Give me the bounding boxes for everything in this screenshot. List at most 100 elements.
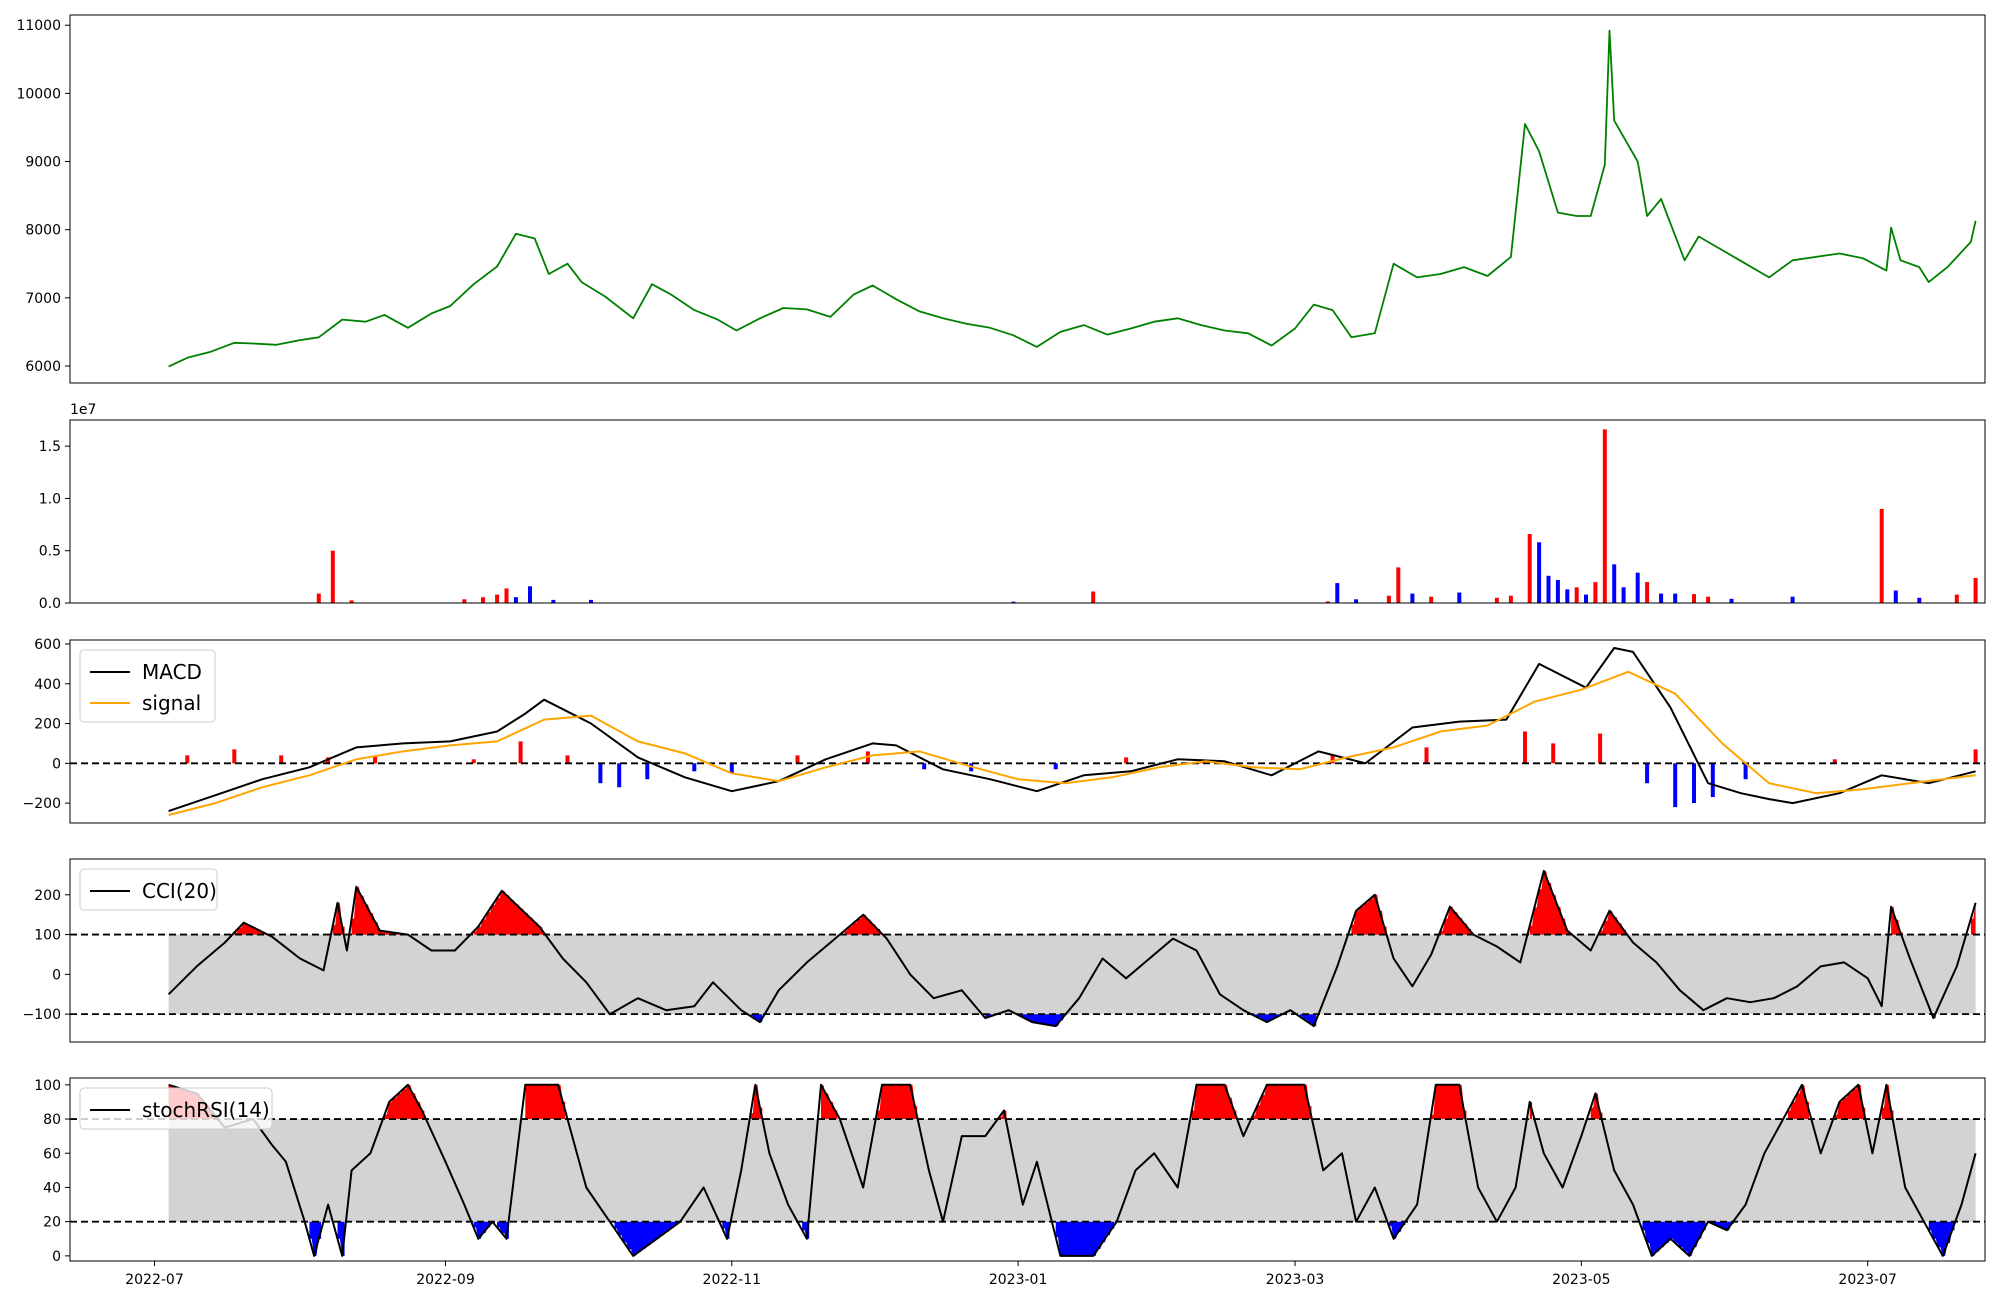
- macd-histogram-bar: [1523, 731, 1527, 764]
- volume-bar: [1457, 592, 1462, 603]
- macd-histogram-bar: [795, 755, 800, 764]
- overbought-fill: [1431, 1084, 1467, 1119]
- y-tick-label: 100: [34, 928, 61, 944]
- volume-bar: [528, 586, 532, 603]
- y-tick-label: −100: [23, 1007, 61, 1023]
- macd-histogram-bar: [1692, 763, 1696, 804]
- y-tick-label: 40: [43, 1180, 61, 1196]
- overbought-fill: [525, 1084, 566, 1119]
- price-line: [168, 29, 1977, 368]
- macd-histogram-bar: [1053, 763, 1058, 770]
- volume-bar: [1584, 594, 1588, 603]
- overbought-fill: [1440, 906, 1471, 935]
- axes-frame: [69, 14, 1986, 384]
- y-tick-label: 0: [52, 967, 61, 983]
- y-tick-label: 200: [34, 717, 61, 733]
- oversold-fill: [750, 1014, 763, 1023]
- signal-line: [168, 670, 1976, 816]
- volume-bar: [1790, 596, 1795, 603]
- macd-histogram-bar: [922, 763, 927, 770]
- macd-histogram-bar: [1832, 759, 1837, 764]
- y-tick-label: 6000: [25, 359, 61, 375]
- legend-label: CCI(20): [142, 879, 217, 903]
- volume-bar: [1879, 508, 1884, 603]
- overbought-fill: [1970, 902, 1976, 935]
- macd-histogram-bar: [1330, 755, 1335, 764]
- legend-box: [79, 1087, 273, 1130]
- y-tick-label: 11000: [16, 18, 61, 34]
- legend-label: signal: [142, 691, 201, 715]
- macd-histogram-bar: [1551, 743, 1556, 764]
- overbought-fill: [877, 1084, 918, 1119]
- oversold-fill: [309, 1221, 322, 1256]
- axes-frame: [69, 419, 1986, 604]
- macd-histogram-bar: [518, 741, 523, 764]
- oversold-fill: [1642, 1221, 1706, 1256]
- volume-bar: [462, 599, 467, 603]
- x-tick-label: 2022-11: [703, 1272, 762, 1288]
- oversold-fill: [1018, 1014, 1068, 1027]
- volume-bar: [1612, 564, 1617, 603]
- oversold-fill: [497, 1221, 509, 1239]
- legend-box: [79, 868, 218, 911]
- macd-histogram-bar: [232, 749, 237, 764]
- volume-bar: [1555, 580, 1560, 603]
- volume-bar: [1574, 587, 1579, 603]
- x-tick-label: 2023-05: [1552, 1272, 1611, 1288]
- macd-line: [168, 647, 1976, 813]
- legend-label: stochRSI(14): [142, 1098, 270, 1122]
- macd-histogram-bar: [1673, 763, 1678, 808]
- macd-histogram-bar: [1973, 749, 1978, 764]
- oversold-fill: [1928, 1221, 1955, 1256]
- volume-bar: [513, 597, 518, 603]
- volume-bar: [1410, 593, 1415, 603]
- volume-bar: [1508, 595, 1513, 603]
- volume-bar: [1729, 598, 1734, 603]
- volume-bar: [1537, 542, 1542, 603]
- oversold-fill: [473, 1221, 491, 1239]
- x-tick-label: 2022-09: [416, 1272, 475, 1288]
- neutral-band: [168, 1119, 1976, 1222]
- volume-bar: [316, 593, 321, 603]
- y-tick-label: 0: [52, 1249, 61, 1265]
- macd-histogram-bar: [598, 763, 603, 784]
- volume-bar: [1917, 597, 1922, 603]
- volume-panel: 1e7 0.0 0.5 1.0 1.5: [39, 402, 1986, 612]
- macd-histogram-bar: [1710, 763, 1715, 798]
- overbought-fill: [750, 1084, 763, 1119]
- oversold-fill: [1299, 1014, 1317, 1027]
- volume-bar: [1386, 595, 1391, 603]
- volume-bar: [1546, 575, 1551, 603]
- volume-bar: [1396, 567, 1401, 603]
- date-axis: 2022-07 2022-09 2022-11 2023-01 2023-03 2023-…: [125, 1261, 1897, 1288]
- overbought-fill: [351, 886, 406, 935]
- y-tick-label: 20: [43, 1215, 61, 1231]
- overbought-fill: [1600, 910, 1626, 935]
- stochrsi-panel: stochRSI(14) 0 20 40 60 80 100: [34, 1077, 1986, 1265]
- axes-frame: [69, 1077, 1986, 1262]
- y-tick-label: 600: [34, 637, 61, 653]
- overbought-fill: [384, 1084, 425, 1119]
- x-tick-label: 2023-07: [1838, 1272, 1897, 1288]
- volume-bar: [504, 588, 509, 603]
- y-tick-label: 7000: [25, 291, 61, 307]
- volume-bar: [1635, 572, 1640, 603]
- volume-bar: [551, 599, 556, 603]
- volume-bar: [1954, 594, 1959, 603]
- macd-histogram-bar: [1124, 757, 1129, 764]
- volume-bar: [481, 597, 485, 603]
- volume-bar: [1527, 534, 1532, 603]
- volume-bar: [1429, 596, 1434, 603]
- x-tick-label: 2023-01: [989, 1272, 1048, 1288]
- volume-bar: [1593, 582, 1598, 603]
- volume-bar: [1645, 582, 1650, 603]
- volume-bar: [495, 594, 500, 603]
- volume-bar: [1011, 601, 1016, 603]
- y-tick-label: 10000: [16, 86, 61, 102]
- y-tick-label: 200: [34, 888, 61, 904]
- volume-bar: [1973, 577, 1978, 603]
- overbought-fill: [473, 890, 547, 935]
- y-tick-label: 0.0: [39, 596, 61, 612]
